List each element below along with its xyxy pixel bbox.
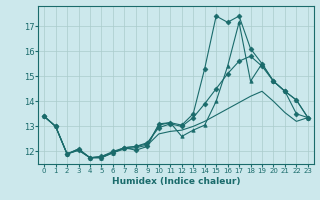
X-axis label: Humidex (Indice chaleur): Humidex (Indice chaleur)	[112, 177, 240, 186]
